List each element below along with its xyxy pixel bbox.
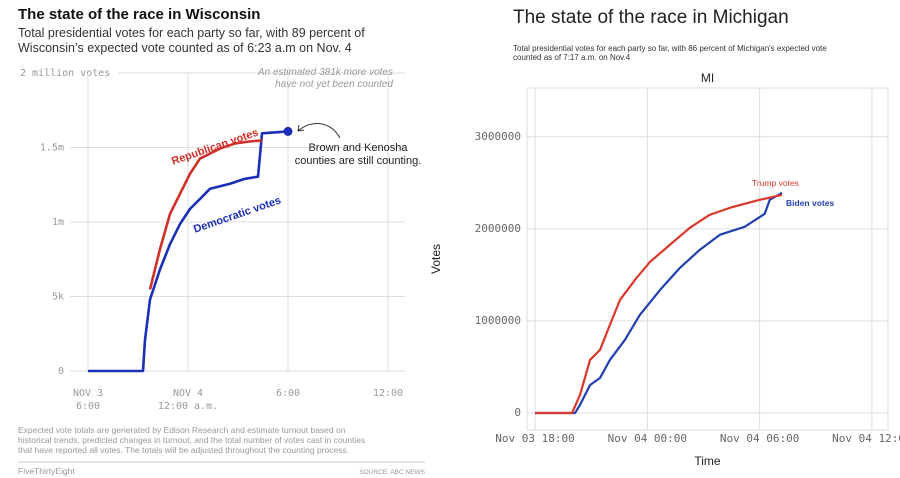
y-tick-label: 3000000 [475,130,521,143]
y-tick-label: 1m [52,217,64,228]
chart-title: The state of the race in Wisconsin [18,6,260,23]
plot-frame [526,87,889,431]
x-tick-label: 12:00 [373,388,403,399]
chart-title: The state of the race in Michigan [513,7,789,28]
source: SOURCE: ABC NEWS [359,469,425,476]
annotation-arrow [297,123,341,139]
y-tick-label: 0 [58,366,64,377]
arrow-head [297,124,305,132]
series-line [535,191,783,415]
series-label: Biden votes [786,198,834,208]
x-axis-label: Time [694,454,721,468]
y-tick-label: 1.5m [40,143,64,154]
end-dot [283,126,293,136]
x-tick-label: Nov 04 00:00 [608,432,687,445]
y-tick-label: 2000000 [475,222,521,235]
y-tick-label: 5k [52,292,64,303]
y-tick-label: 2 million votes [20,68,110,79]
series-line [88,130,289,373]
series-label: Democratic votes [192,194,283,235]
series-line [148,139,263,290]
x-tick-label: NOV 3 6:00 [73,388,103,412]
y-tick-label: 1000000 [475,314,521,327]
credit: FiveThirtyEight [18,466,75,476]
x-tick-label: 6:00 [276,388,300,399]
x-tick-label: Nov 04 06:00 [720,432,799,445]
plot-title: MI [701,71,714,85]
y-tick-label: 0 [514,406,521,419]
y-axis-label: Votes [429,244,443,274]
chart-subtitle: Total presidential votes for each party … [513,44,827,62]
x-tick-label: NOV 4 12:00 a.m. [158,388,218,412]
chart-subtitle: Total presidential votes for each party … [18,26,365,55]
footnote: Expected vote totals are generated by Ed… [18,425,365,455]
series-line [535,193,783,415]
series-label: Trump votes [752,178,799,188]
x-tick-label: Nov 03 18:00 [495,432,574,445]
annotation: Brown and Kenosha counties are still coun… [295,142,422,167]
annotation: An estimated 381k more votes have not yet… [257,67,394,90]
x-tick-label: Nov 04 12:00 [832,432,900,445]
